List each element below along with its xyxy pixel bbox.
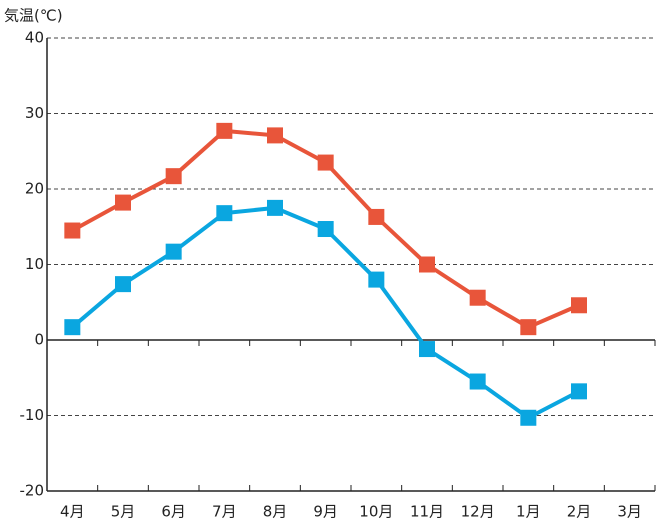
marker — [165, 243, 182, 260]
x-tick-label: 9月 — [313, 503, 338, 521]
y-tick-label: -10 — [20, 406, 45, 424]
marker — [520, 409, 537, 426]
x-tick-label: 3月 — [617, 503, 642, 521]
x-tick-label: 5月 — [111, 503, 136, 521]
marker — [216, 205, 233, 222]
marker — [64, 319, 81, 336]
x-tick-label: 1月 — [516, 503, 541, 521]
y-tick-label: 40 — [25, 29, 44, 47]
x-tick-label: 12月 — [461, 503, 495, 521]
y-axis-label: 気温(℃) — [4, 7, 63, 25]
marker — [267, 199, 283, 216]
marker — [64, 222, 81, 239]
x-tick-label: 8月 — [263, 503, 288, 521]
marker — [571, 383, 587, 400]
y-tick-label: -20 — [20, 482, 45, 500]
marker — [368, 208, 385, 225]
marker — [115, 276, 131, 293]
marker — [469, 289, 486, 306]
x-tick-label: 4月 — [60, 503, 85, 521]
marker — [216, 122, 233, 139]
marker — [317, 154, 334, 171]
x-tick-label: 6月 — [161, 503, 186, 521]
marker — [317, 221, 334, 238]
x-tick-label: 2月 — [567, 503, 592, 521]
y-tick-label: 10 — [25, 255, 44, 273]
x-tick-label: 11月 — [410, 503, 444, 521]
y-tick-label: 0 — [34, 331, 44, 349]
y-tick-label: 20 — [25, 180, 44, 198]
marker — [419, 341, 435, 358]
y-tick-label: 30 — [25, 104, 44, 122]
x-tick-label: 10月 — [359, 503, 393, 521]
x-tick-label: 7月 — [212, 503, 237, 521]
marker — [520, 319, 537, 336]
marker — [419, 256, 435, 273]
marker — [267, 127, 283, 144]
marker — [115, 194, 131, 211]
marker — [368, 271, 385, 288]
marker — [165, 168, 182, 185]
marker — [571, 297, 587, 314]
marker — [469, 373, 486, 390]
